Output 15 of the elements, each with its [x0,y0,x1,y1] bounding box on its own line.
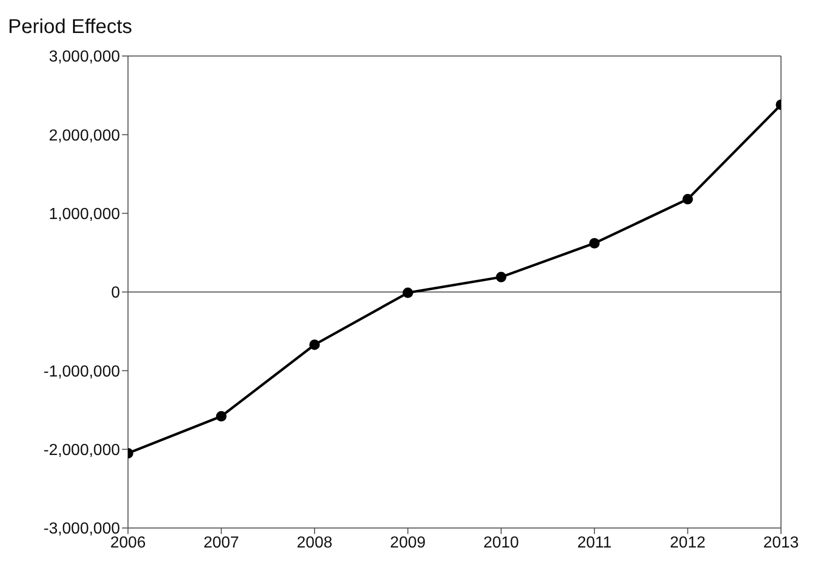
x-tick-label: 2012 [670,534,706,552]
x-tick-label: 2010 [483,534,520,552]
x-tick-label: 2007 [203,534,240,552]
x-tick-label: 2009 [390,534,426,552]
x-tick-label: 2008 [296,534,332,552]
chart-title: Period Effects [8,16,134,39]
x-tick-label: 2013 [763,534,799,552]
y-tick-label: 3,000,000 [48,48,120,66]
x-tick-label: 2006 [110,534,146,552]
y-tick-label: 2,000,000 [48,127,120,144]
y-tick-label: -1,000,000 [43,363,120,380]
y-tick-label: -2,000,000 [43,442,120,460]
y-tick-label: 0 [111,284,120,302]
y-tick-label: 1,000,000 [48,206,120,224]
x-tick-label: 2011 [577,534,612,552]
